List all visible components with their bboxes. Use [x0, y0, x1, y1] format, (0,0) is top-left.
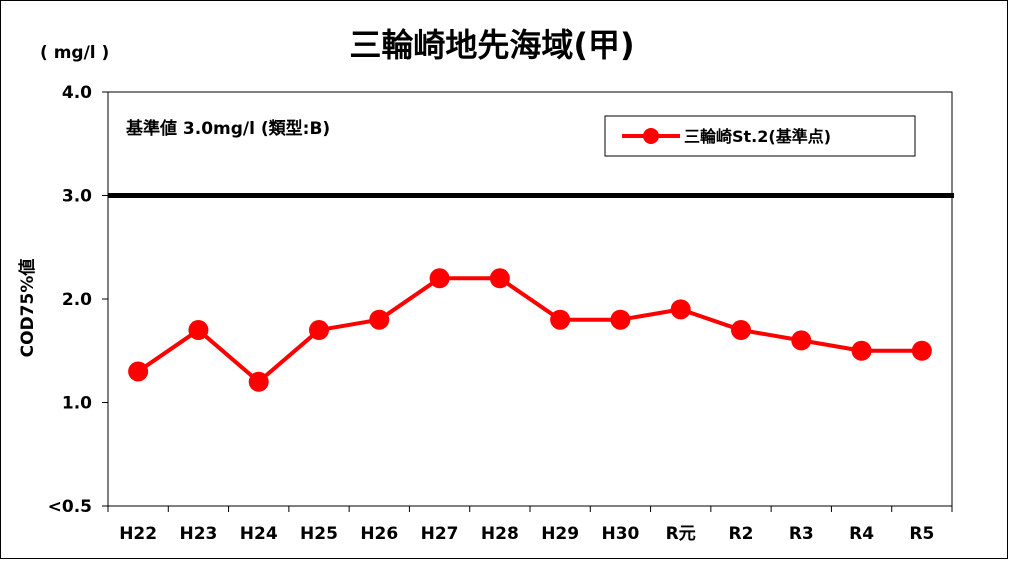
data-point [670, 299, 691, 320]
x-tick-label: H27 [421, 524, 459, 544]
x-tick-label: H24 [240, 524, 278, 544]
x-tick-label: H30 [601, 524, 639, 544]
chart-title: 三輪崎地先海域(甲) [349, 26, 634, 64]
y-tick-label: 4.0 [62, 83, 92, 103]
series-layer [128, 268, 932, 392]
data-point [489, 268, 510, 289]
y-axis: <0.5 1.0 2.0 3.0 4.0 [48, 83, 108, 517]
x-tick-label: R2 [729, 524, 754, 544]
data-point [610, 309, 631, 330]
data-point [128, 361, 149, 382]
x-tick-label: R元 [666, 524, 696, 544]
x-tick-label: H28 [481, 524, 519, 544]
data-point [309, 320, 329, 341]
data-point [911, 340, 932, 361]
legend: 三輪崎St.2(基準点) [604, 115, 916, 157]
reference-label: 基準値 3.0mg/l (類型:B) [125, 118, 330, 139]
data-point [791, 330, 812, 351]
x-tick-label: H29 [541, 524, 579, 544]
x-tick-label: R4 [849, 524, 874, 544]
y-tick-label: 1.0 [62, 394, 92, 414]
legend-point-marker [643, 128, 659, 144]
x-tick-label: H23 [179, 524, 217, 544]
y-tick-label: 3.0 [62, 187, 92, 207]
y-axis-label: COD75%値 [17, 259, 38, 358]
unit-label: ( mg/l ) [40, 43, 109, 63]
data-point [188, 320, 209, 341]
series-line [137, 276, 922, 384]
x-tick-label: H25 [300, 524, 338, 544]
data-point [731, 320, 751, 341]
x-tick-label: R5 [909, 524, 934, 544]
y-tick-label: 2.0 [62, 290, 92, 310]
data-point [429, 268, 450, 289]
data-point [369, 309, 390, 330]
y-tick-label: <0.5 [48, 497, 92, 517]
legend-series-label: 三輪崎St.2(基準点) [684, 127, 831, 146]
data-point [550, 309, 571, 330]
data-point [851, 340, 872, 361]
data-point [248, 371, 269, 392]
x-tick-label: H22 [119, 524, 157, 544]
x-tick-label: R3 [789, 524, 814, 544]
x-axis: H22 H23 H24 H25 H26 H27 H28 H29 H30 R元 R2 R3 R4 R5 [107, 506, 953, 544]
x-tick-label: H26 [360, 524, 398, 544]
